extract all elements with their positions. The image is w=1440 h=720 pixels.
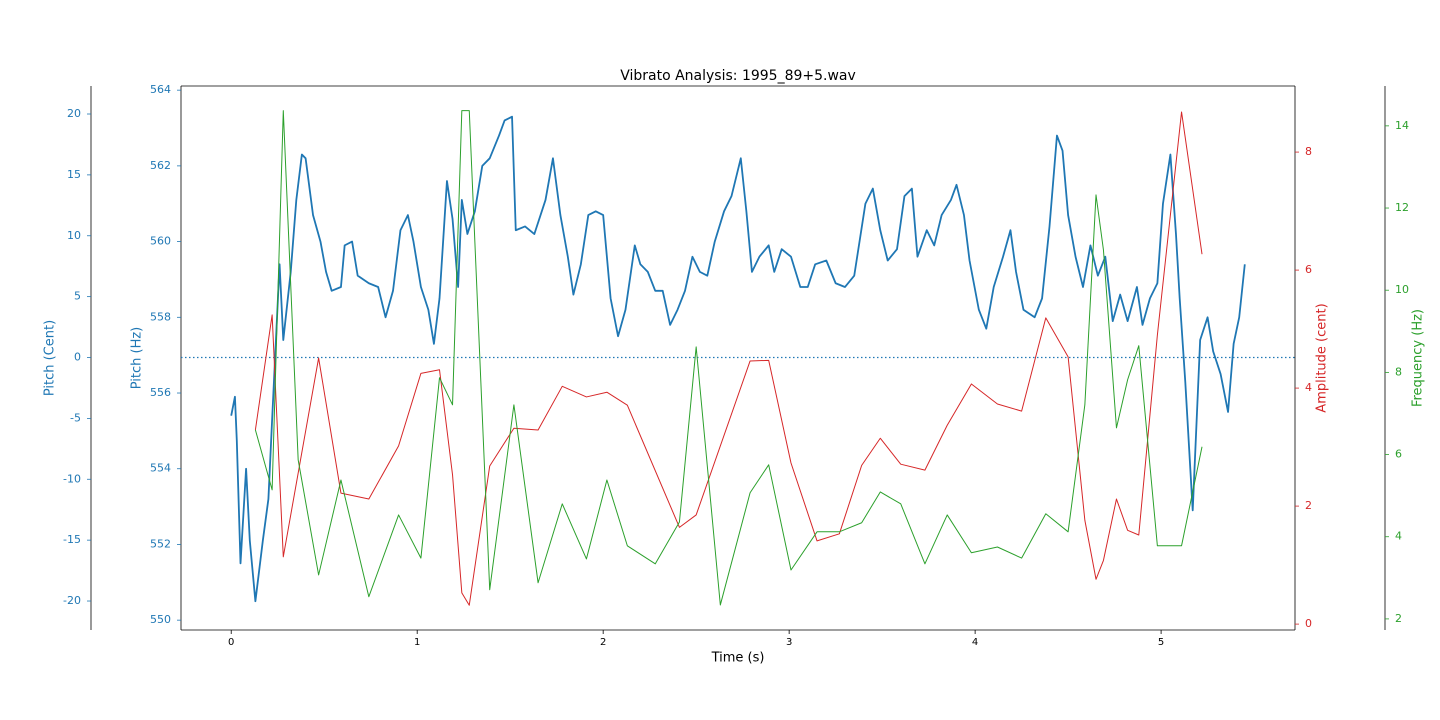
y-tick-label: 20 bbox=[67, 107, 81, 120]
y-tick-label: 6 bbox=[1395, 448, 1402, 461]
y-tick-label: -20 bbox=[63, 594, 81, 607]
y-axis-label: Pitch (Hz) bbox=[130, 327, 145, 390]
y-tick-label: -15 bbox=[63, 533, 81, 546]
y-tick-label: 556 bbox=[150, 386, 171, 399]
data-line bbox=[254, 110, 1203, 606]
y-tick-label: 8 bbox=[1395, 365, 1402, 378]
y-tick-label: 4 bbox=[1395, 530, 1402, 543]
y-tick-label: -5 bbox=[70, 411, 81, 424]
y-axis-label: Frequency (Hz) bbox=[1411, 309, 1426, 407]
y-tick-label: 6 bbox=[1305, 263, 1312, 276]
x-axis-label: Time (s) bbox=[711, 651, 765, 666]
y-axis-label: Pitch (Cent) bbox=[43, 320, 58, 396]
y-tick-label: 0 bbox=[74, 351, 81, 364]
y-axis-label: Amplitude (cent) bbox=[1315, 303, 1330, 412]
y-tick-label: 5 bbox=[74, 290, 81, 303]
x-tick-label: 3 bbox=[786, 637, 792, 648]
y-tick-label: 2 bbox=[1305, 499, 1312, 512]
y-tick-label: 0 bbox=[1305, 617, 1312, 630]
x-tick-label: 0 bbox=[228, 637, 234, 648]
y-tick-label: 564 bbox=[150, 83, 171, 96]
y-tick-label: 562 bbox=[150, 159, 171, 172]
y-tick-label: 4 bbox=[1305, 381, 1312, 394]
x-tick-label: 2 bbox=[600, 637, 606, 648]
x-tick-label: 1 bbox=[414, 637, 420, 648]
x-tick-label: 4 bbox=[972, 637, 978, 648]
y-tick-label: 552 bbox=[150, 537, 171, 550]
y-tick-label: 15 bbox=[67, 168, 81, 181]
y-tick-label: 2 bbox=[1395, 612, 1402, 625]
y-tick-label: 10 bbox=[1395, 283, 1409, 296]
y-tick-label: 12 bbox=[1395, 201, 1409, 214]
y-tick-label: 554 bbox=[150, 462, 171, 475]
y-tick-label: 550 bbox=[150, 613, 171, 626]
y-tick-label: 8 bbox=[1305, 145, 1312, 158]
x-tick-label: 5 bbox=[1158, 637, 1164, 648]
data-line bbox=[254, 111, 1203, 606]
y-tick-label: 558 bbox=[150, 310, 171, 323]
y-tick-label: 10 bbox=[67, 229, 81, 242]
y-tick-label: 560 bbox=[150, 235, 171, 248]
chart-title: Vibrato Analysis: 1995_89+5.wav bbox=[620, 68, 856, 84]
y-tick-label: -10 bbox=[63, 472, 81, 485]
y-tick-label: 14 bbox=[1395, 119, 1409, 132]
data-line bbox=[230, 115, 1246, 603]
